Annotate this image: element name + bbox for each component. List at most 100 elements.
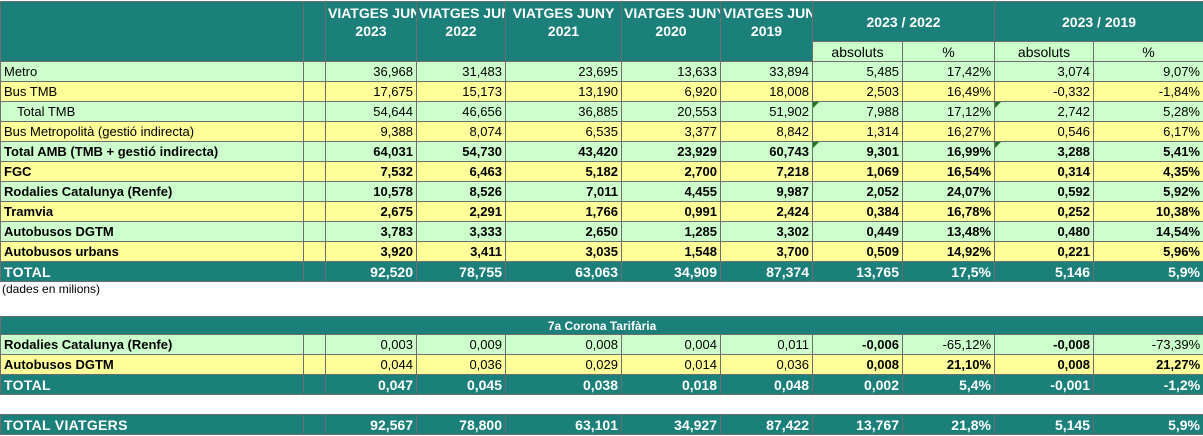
cell: -0,006: [812, 334, 903, 355]
cell: 0,008: [994, 354, 1094, 375]
cell: 0,009: [416, 334, 506, 355]
row-spacer: [303, 61, 326, 82]
cell: 0,029: [505, 354, 622, 375]
total-cell: -1,2%: [1092, 374, 1203, 395]
table-row: Metro 36,968 31,483 23,695 13,633 33,894 5,48…: [0, 61, 1203, 82]
total-cell: 5,9%: [1093, 261, 1203, 282]
cell: 5,485: [812, 61, 903, 82]
cell: 3,377: [621, 121, 721, 142]
table-row: Autobusos urbans 3,920 3,411 3,035 1,548 3,7…: [0, 241, 1203, 262]
cell: 1,069: [812, 161, 903, 182]
row-label: Total TMB: [0, 101, 304, 122]
total-cell: 0,047: [325, 374, 417, 395]
table-row: Rodalies Catalunya (Renfe) 10,578 8,526 7,…: [0, 181, 1203, 202]
row-spacer: [303, 181, 326, 202]
total-cell: 5,9%: [1093, 414, 1203, 435]
units-note: (dades en milions): [2, 282, 101, 296]
cell: -0,008: [994, 334, 1094, 355]
cell: 8,842: [720, 121, 813, 142]
cell: 7,011: [505, 181, 622, 202]
cell: 17,42%: [902, 61, 995, 82]
total-cell: 34,909: [621, 261, 721, 282]
header-sub-absoluts: absoluts: [812, 41, 903, 62]
cell: -0,332: [994, 81, 1094, 102]
cell: 23,929: [621, 141, 721, 162]
cell: 10,578: [325, 181, 417, 202]
cell: 0,008: [812, 354, 903, 375]
cell: 7,532: [325, 161, 417, 182]
cell: 1,285: [621, 221, 721, 242]
table-row: Autobusos DGTM 3,783 3,333 2,650 1,285 3,302…: [0, 221, 1203, 242]
header-sub-pct: %: [902, 41, 995, 62]
cell: 24,07%: [902, 181, 995, 202]
cell: 0,003: [325, 334, 417, 355]
row-spacer: [303, 161, 326, 182]
total-label: TOTAL: [0, 261, 304, 282]
total-cell: 5,145: [994, 414, 1094, 435]
header-empty: [0, 1, 304, 42]
cell: 9,388: [325, 121, 417, 142]
cell: 2,700: [621, 161, 721, 182]
row-spacer: [303, 334, 326, 355]
table-row: Total TMB 54,644 46,656 36,885 20,553 51,902…: [0, 101, 1203, 122]
table-row: Total AMB (TMB + gestió indirecta) 64,03…: [0, 141, 1203, 162]
corona-total-row: TOTAL 0,047 0,045 0,038 0,018 0,048 0,002 5,4%…: [0, 374, 1203, 395]
cell: 15,173: [416, 81, 506, 102]
cell: 0,546: [994, 121, 1094, 142]
cell: 0,008: [505, 334, 622, 355]
cell: 2,503: [812, 81, 903, 102]
cell: 13,633: [621, 61, 721, 82]
cell: 5,92%: [1093, 181, 1203, 202]
cell: 3,288: [994, 141, 1094, 162]
row-spacer: [303, 81, 326, 102]
cell: -65,12%: [902, 334, 995, 355]
row-label: Bus TMB: [0, 81, 304, 102]
grand-total-row: TOTAL VIATGERS 92,567 78,800 63,101 34,927 8…: [0, 414, 1203, 435]
cell: 3,700: [720, 241, 813, 262]
cell: 16,99%: [902, 141, 995, 162]
cell: 10,38%: [1093, 201, 1203, 222]
cell: 0,252: [994, 201, 1094, 222]
total-cell: 63,063: [505, 261, 622, 282]
main-table: VIATGES JUNY2023 VIATGES JUNY2022 VIATGE…: [0, 1, 1203, 282]
total-cell: 21,8%: [902, 414, 995, 435]
cell: 7,988: [812, 101, 903, 122]
total-row: TOTAL 92,520 78,755 63,063 34,909 87,374 13,7…: [0, 261, 1203, 282]
header-year-2020: VIATGES JUNY 2020: [621, 1, 721, 62]
cell: -73,39%: [1092, 334, 1203, 355]
cell: 23,695: [505, 61, 622, 82]
header-sub-pct: %: [1093, 41, 1203, 62]
table-row: Bus Metropolità (gestió indirecta) 9,388…: [0, 121, 1203, 142]
table-row: FGC 7,532 6,463 5,182 2,700 7,218 1,069 16,54%…: [0, 161, 1203, 182]
cell: 2,650: [505, 221, 622, 242]
cell: 4,35%: [1093, 161, 1203, 182]
row-spacer: [303, 221, 326, 242]
cell: 36,885: [505, 101, 622, 122]
header-group-2023-2019: 2023 / 2019: [994, 1, 1203, 42]
row-spacer: [303, 261, 326, 282]
cell: 5,182: [505, 161, 622, 182]
cell: 1,314: [812, 121, 903, 142]
total-cell: 92,520: [325, 261, 417, 282]
cell: 5,96%: [1093, 241, 1203, 262]
cell: 3,074: [994, 61, 1094, 82]
cell: 0,036: [720, 354, 813, 375]
grand-total-label: TOTAL VIATGERS: [0, 414, 304, 435]
cell: 1,548: [621, 241, 721, 262]
total-cell: 78,755: [416, 261, 506, 282]
total-cell: 5,4%: [902, 374, 995, 395]
cell: 6,463: [416, 161, 506, 182]
cell: 6,920: [621, 81, 721, 102]
cell: 7,218: [720, 161, 813, 182]
cell: 6,535: [505, 121, 622, 142]
cell: 9,987: [720, 181, 813, 202]
cell: 0,014: [621, 354, 721, 375]
header-year-2022: VIATGES JUNY2022: [416, 1, 506, 62]
cell: 8,526: [416, 181, 506, 202]
cell: 3,411: [416, 241, 506, 262]
cell: 21,10%: [902, 354, 995, 375]
header-row-top: VIATGES JUNY2023 VIATGES JUNY2022 VIATGE…: [0, 1, 1203, 62]
cell: 2,052: [812, 181, 903, 202]
cell: 4,455: [621, 181, 721, 202]
row-label: Metro: [0, 61, 304, 82]
